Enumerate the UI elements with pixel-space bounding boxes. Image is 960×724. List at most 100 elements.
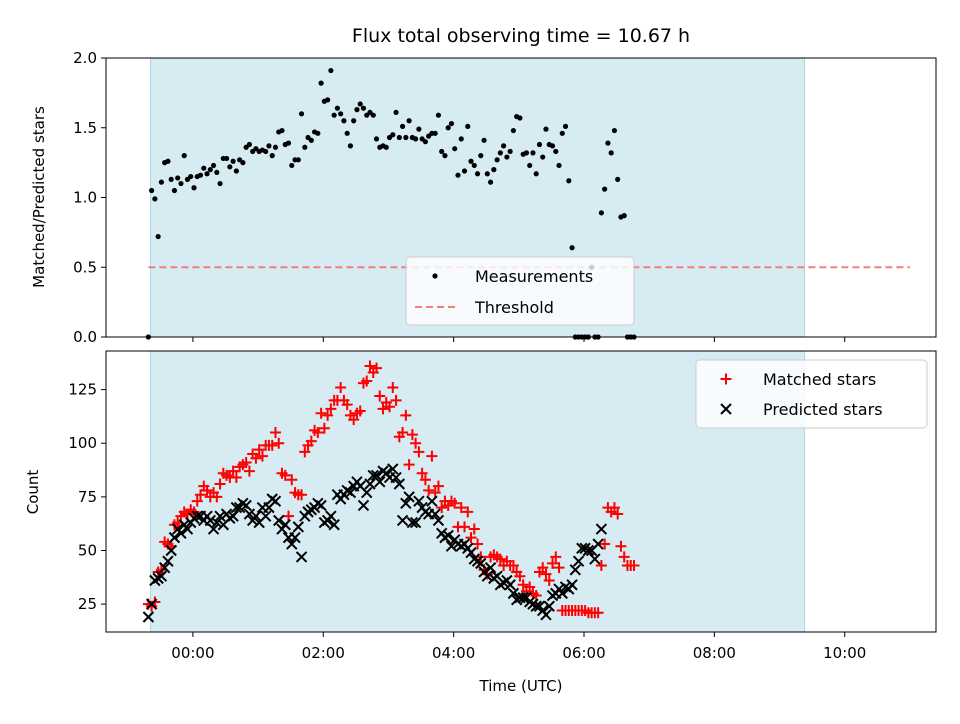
measurement-points — [145, 67, 637, 340]
measurement-point — [158, 179, 165, 185]
matched-star-point — [524, 581, 536, 593]
bottom-x-axis-ticks: 00:00 02:00 04:00 06:00 08:00 10:00 — [171, 632, 866, 662]
predicted-star-point — [413, 495, 425, 507]
matched-star-point — [390, 394, 402, 406]
predicted-star-point — [370, 469, 383, 482]
measurement-point — [406, 118, 412, 124]
measurement-point — [298, 111, 305, 117]
measurement-point — [559, 130, 565, 136]
matched-star-point — [472, 538, 484, 550]
predicted-star-point — [556, 587, 568, 600]
predicted-star-point — [142, 611, 155, 623]
measurement-point — [455, 172, 461, 178]
measurement-point — [266, 143, 272, 149]
legend-x-glyph — [720, 403, 732, 415]
measurement-point — [608, 150, 614, 156]
predicted-star-point — [592, 538, 604, 550]
measurement-point — [204, 171, 210, 177]
predicted-star-point — [566, 579, 578, 591]
predicted-star-point — [155, 570, 168, 582]
predicted-star-point — [481, 570, 494, 582]
matched-stars-points — [142, 360, 640, 619]
top-y-tick-label: 1.5 — [73, 119, 97, 137]
measurement-point — [246, 141, 253, 148]
matched-star-point — [465, 532, 477, 544]
bottom-x-tick-label: 02:00 — [302, 644, 345, 662]
matched-star-point — [403, 459, 415, 471]
measurement-point — [302, 144, 308, 150]
matched-star-point — [253, 444, 265, 456]
matched-star-point — [612, 508, 624, 520]
measurement-point — [465, 123, 471, 129]
matched-star-point — [325, 403, 337, 415]
predicted-star-point — [145, 598, 158, 610]
predicted-star-point — [250, 510, 262, 522]
top-plot-frame — [105, 57, 937, 338]
measurement-point — [181, 153, 187, 159]
predicted-star-point — [269, 495, 282, 507]
predicted-star-point — [165, 544, 177, 557]
measurement-point — [383, 144, 389, 150]
measurement-point — [553, 148, 559, 155]
measurement-point — [396, 134, 402, 141]
matched-star-point — [540, 568, 552, 580]
matched-star-point — [195, 489, 207, 501]
measurement-point — [556, 162, 562, 169]
measurement-point — [491, 167, 497, 173]
matched-star-point — [299, 446, 311, 458]
matched-star-point — [377, 403, 389, 415]
matched-star-point — [227, 465, 239, 477]
measurement-point — [269, 153, 275, 159]
matched-star-point — [530, 590, 542, 602]
matched-star-point — [305, 435, 317, 447]
measurement-point — [621, 213, 627, 219]
predicted-star-point — [400, 497, 412, 510]
matched-star-point — [419, 474, 431, 486]
matched-star-point — [608, 502, 620, 514]
measurement-point — [448, 120, 455, 127]
matched-star-point — [240, 457, 252, 469]
matched-star-point — [273, 437, 285, 449]
top-chart-title: Flux total observing time = 10.67 h — [352, 25, 690, 47]
top-y-tick-label: 0.0 — [73, 328, 97, 346]
matched-star-point — [283, 510, 295, 522]
predicted-star-point — [409, 516, 422, 529]
matched-star-point — [341, 399, 353, 411]
measurement-point — [370, 112, 376, 118]
measurement-point — [442, 153, 448, 159]
bottom-chart: 25 50 75 100 125 00:00 02:00 04:00 06:00 08:00 10… — [24, 350, 937, 695]
measurement-point — [315, 130, 321, 136]
predicted-star-point — [589, 553, 601, 565]
measurement-point — [602, 186, 608, 192]
measurement-point — [347, 143, 354, 149]
measurement-point — [487, 179, 494, 185]
measurement-point — [227, 164, 233, 170]
legend-predicted-label: Predicted stars — [763, 400, 883, 419]
measurement-point — [263, 148, 269, 155]
measurement-point — [240, 160, 246, 166]
measurement-point — [279, 127, 285, 134]
predicted-star-point — [403, 491, 415, 503]
matched-star-point — [599, 538, 611, 550]
bottom-legend-box — [695, 359, 928, 429]
measurement-point — [325, 97, 331, 103]
measurement-point — [207, 167, 213, 173]
predicted-star-point — [168, 531, 181, 544]
bottom-plot-frame — [105, 350, 937, 633]
matched-star-point — [406, 429, 418, 441]
measurement-point — [351, 118, 357, 124]
matched-star-point — [455, 502, 467, 514]
bottom-x-tick-label: 04:00 — [432, 644, 475, 662]
predicted-star-point — [357, 499, 370, 512]
matched-star-point — [269, 427, 281, 439]
top-y-axis-label: Matched/Predicted stars — [30, 106, 48, 288]
matched-star-point — [371, 362, 383, 374]
legend-matched-label: Matched stars — [763, 370, 876, 389]
measurement-point — [344, 130, 350, 136]
measurement-point — [566, 178, 572, 184]
bottom-y-tick-label: 50 — [78, 541, 97, 559]
measurement-point — [354, 107, 360, 113]
predicted-star-point — [445, 540, 458, 552]
matched-star-point — [315, 407, 327, 419]
measurement-point — [504, 154, 510, 160]
